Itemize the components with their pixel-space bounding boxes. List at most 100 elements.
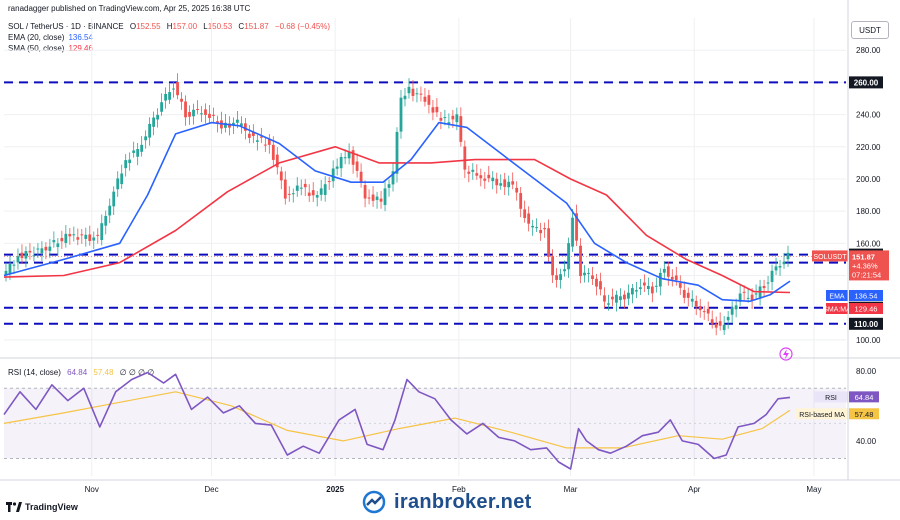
candle-body — [499, 183, 503, 186]
candle-body — [140, 144, 144, 152]
candle-body — [543, 228, 547, 230]
candle-body — [327, 181, 331, 183]
rsi-legend: RSI (14, close) 64.84 57.48 ∅ ∅ ∅ ∅ — [8, 368, 154, 377]
candle-body — [575, 213, 578, 241]
candle-body — [395, 131, 399, 174]
indicator-value-tag — [849, 290, 883, 301]
rsi-ma-value: 57.48 — [93, 368, 114, 377]
level-layer — [4, 81, 846, 325]
change-value: −0.68 (−0.45%) — [274, 22, 331, 31]
candle-body — [587, 272, 590, 274]
candle-body — [236, 119, 239, 123]
candle-body — [251, 131, 255, 136]
lightning-icon[interactable] — [779, 347, 793, 361]
candle-body — [782, 261, 786, 265]
y-tick-label: 100.00 — [856, 336, 881, 345]
candle-body — [148, 123, 152, 138]
candle-body — [571, 217, 574, 247]
candle-body — [431, 107, 435, 113]
candle-body — [120, 173, 124, 185]
candle-body — [267, 138, 271, 145]
candle-body — [427, 95, 431, 105]
candle-body — [164, 93, 167, 101]
candle-body — [738, 293, 742, 302]
candle-body — [36, 248, 40, 250]
candle-body — [84, 234, 88, 239]
candle-body — [228, 123, 231, 128]
candle-body — [539, 229, 543, 234]
x-tick-label: Apr — [688, 485, 701, 494]
candle-body — [200, 113, 203, 115]
symbol-legend: SOL / TetherUS · 1D · BINANCE O152.55 H1… — [8, 22, 330, 31]
candle-body — [355, 161, 359, 171]
candle-body — [678, 283, 682, 288]
candle-body — [176, 82, 179, 96]
indicator-name-tag — [826, 290, 848, 301]
symbol-title: SOL / TetherUS · 1D · BINANCE — [8, 22, 124, 31]
candle-body — [627, 292, 630, 299]
candle-body — [295, 185, 299, 191]
y-tick-label: 220.00 — [856, 143, 881, 152]
candle-body — [311, 190, 315, 196]
indicator-name-tag-label: SMA:MA — [823, 307, 851, 314]
ema-legend: EMA (20, close) 136.54 — [8, 33, 93, 42]
last-price-tag-label: 07:21:54 — [852, 270, 881, 279]
candle-body — [706, 308, 710, 314]
candle-body — [232, 122, 235, 126]
candle-body — [646, 285, 650, 290]
candle-body — [48, 246, 52, 251]
y-tick-label: 200.00 — [856, 175, 881, 184]
candle-body — [583, 272, 586, 276]
candle-body — [475, 173, 479, 176]
candle-body — [88, 234, 92, 241]
candle-body — [710, 319, 714, 324]
candle-body — [92, 237, 96, 241]
candle-body — [239, 123, 243, 127]
ema-label: EMA (20, close) — [8, 33, 65, 42]
candle-body — [347, 151, 351, 159]
candle-body — [104, 215, 108, 226]
candle-body — [631, 288, 634, 295]
candle-body — [531, 225, 535, 228]
candle-body — [734, 305, 738, 310]
candle-body — [403, 95, 407, 100]
x-tick-label: Dec — [204, 485, 218, 494]
candle-body — [160, 102, 163, 112]
candle-body — [255, 140, 259, 142]
candle-body — [459, 116, 463, 142]
candle-body — [619, 296, 622, 301]
candle-body — [455, 114, 459, 123]
candle-body — [658, 272, 662, 287]
y-tick-label: 240.00 — [856, 111, 881, 120]
x-tick-label: Feb — [452, 485, 466, 494]
candle-body — [511, 181, 515, 185]
sma-legend: SMA (50, close) 129.46 — [8, 44, 93, 53]
candle-body — [136, 149, 140, 157]
candle-body — [8, 264, 12, 274]
candle-body — [172, 88, 175, 90]
symbol-name-tag-label: SOLUSDT — [813, 254, 847, 261]
candle-body — [694, 300, 698, 307]
tradingview-logo[interactable]: TradingView — [6, 502, 78, 512]
candle-body — [463, 146, 467, 170]
candle-body — [363, 185, 367, 199]
price-tag-layer: 260.00153.00148.00120.00110.00SOLUSDT151… — [796, 76, 889, 420]
candle-body — [399, 97, 403, 132]
candle-body — [100, 223, 104, 241]
candle-body — [467, 171, 471, 174]
candle-body — [483, 178, 487, 181]
indicator-value-tag-label: 129.46 — [855, 305, 878, 314]
candle-body — [439, 117, 443, 121]
candle-body — [56, 243, 60, 248]
rsi-value-tag-label: 64.84 — [855, 393, 874, 402]
candle-body — [112, 191, 116, 207]
candle-body — [351, 150, 355, 165]
candle-body — [68, 233, 72, 237]
candle-body — [479, 175, 483, 179]
candle-body — [291, 193, 295, 195]
currency-selector[interactable]: USDT — [851, 21, 889, 39]
candle-body — [682, 289, 686, 298]
level-tag-label: 260.00 — [854, 78, 879, 87]
candle-body — [419, 93, 423, 95]
